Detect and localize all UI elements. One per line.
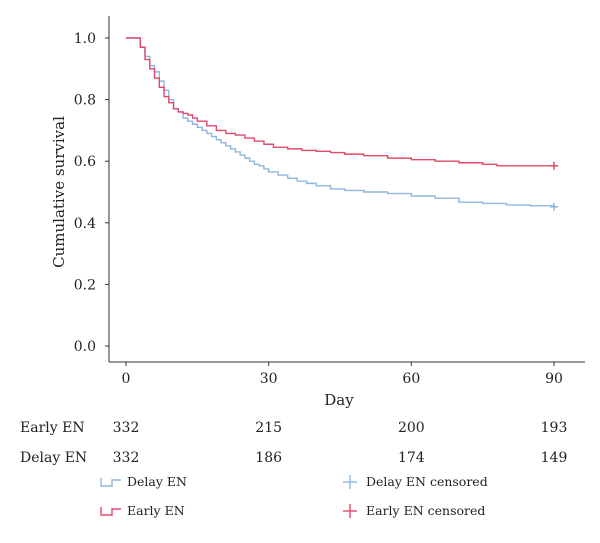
x-axis-title: Day: [324, 391, 354, 409]
series-layer: [126, 37, 558, 211]
risk-row-value: 186: [255, 450, 282, 466]
x-tick-label: 90: [545, 371, 563, 387]
legend-item-early-en-censored: Early EN censored: [343, 503, 485, 518]
legend-item-delay-en-censored: Delay EN censored: [343, 474, 488, 489]
risk-row-value: 193: [541, 420, 568, 436]
risk-row-value: 174: [398, 450, 425, 466]
x-tick-label: 0: [122, 371, 131, 387]
series-line-delay-en: [126, 37, 555, 207]
y-tick-label: 0.8: [74, 93, 96, 109]
risk-row-value: 200: [398, 420, 425, 436]
x-tick-label: 60: [402, 371, 420, 387]
risk-row-value: 332: [113, 450, 140, 466]
legend: Delay EN Delay EN censored Early EN Early E…: [100, 474, 488, 518]
y-tick-label: 0.2: [74, 277, 96, 293]
risk-row-label: Delay EN: [20, 450, 87, 466]
legend-label: Delay EN censored: [366, 474, 488, 489]
x-tick-group: 0 30 60 90: [122, 362, 563, 387]
risk-row-value: 149: [541, 450, 568, 466]
legend-item-early-en: Early EN: [100, 503, 185, 518]
legend-label: Delay EN: [127, 474, 187, 489]
y-axis-title: Cumulative survival: [50, 116, 68, 268]
y-tick-label: 1.0: [74, 31, 96, 47]
y-tick-label: 0.0: [74, 339, 96, 355]
risk-row-value: 215: [255, 420, 282, 436]
censor-marker-early-en: [550, 161, 558, 170]
legend-item-delay-en: Delay EN: [100, 474, 187, 489]
x-tick-label: 30: [260, 371, 278, 387]
risk-table: Early EN 332 215 200 193 Delay EN 332 186 174 149: [20, 420, 567, 466]
y-tick-label: 0.6: [74, 154, 96, 170]
legend-censor-swatch: [343, 475, 357, 489]
series-line-early-en: [126, 37, 554, 167]
legend-label: Early EN: [127, 503, 185, 518]
y-tick-label: 0.4: [74, 216, 96, 232]
censor-marker-delay-en: [550, 202, 558, 211]
risk-row-value: 332: [113, 420, 140, 436]
legend-line-swatch: [100, 478, 121, 487]
legend-line-swatch: [100, 507, 121, 516]
y-tick-group: 0.0 0.2 0.4 0.6 0.8 1.0: [74, 31, 109, 355]
risk-row-label: Early EN: [20, 420, 85, 436]
legend-label: Early EN censored: [366, 503, 485, 518]
legend-censor-swatch: [343, 504, 357, 518]
